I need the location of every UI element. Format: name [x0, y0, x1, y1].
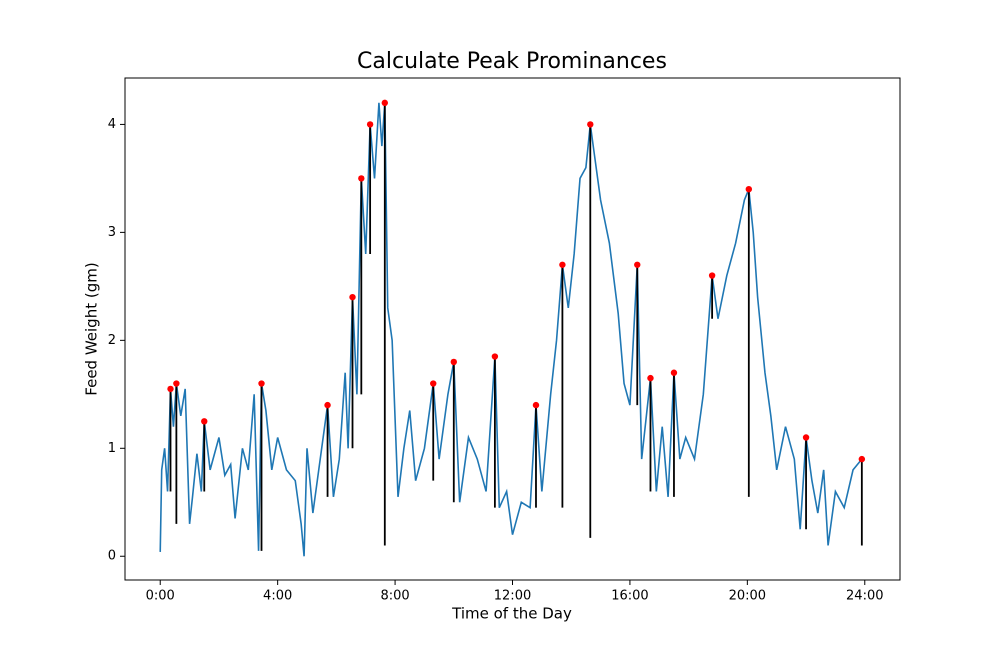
data-line	[159, 102, 863, 557]
peak-marker	[358, 175, 365, 182]
plot-frame	[124, 77, 901, 581]
peak-marker	[670, 369, 678, 376]
x-tick-label: 16:00	[611, 589, 648, 604]
chart-title: Calculate Peak Prominances	[357, 49, 667, 74]
x-tick-label: 0:00	[146, 589, 175, 604]
y-tick-label: 3	[108, 225, 116, 240]
y-axis-label: Feed Weight (gm)	[83, 262, 101, 395]
peak-marker	[381, 99, 389, 107]
peak-marker	[559, 261, 566, 268]
peak-marker	[532, 401, 540, 409]
peak-marker	[587, 121, 594, 128]
peak-marker	[173, 380, 180, 387]
peak-marker	[201, 418, 208, 425]
peak-marker	[634, 261, 641, 268]
peak-marker	[366, 121, 374, 128]
peak-marker	[745, 185, 753, 193]
x-tick-label: 12:00	[494, 589, 531, 604]
peak-marker	[450, 358, 457, 366]
peak-marker	[324, 401, 331, 409]
peak-marker	[802, 434, 810, 441]
x-tick-label: 8:00	[380, 589, 409, 604]
x-tick-label: 4:00	[263, 589, 292, 604]
peak-marker	[491, 353, 499, 360]
x-axis-label: Time of the Day	[451, 605, 572, 623]
y-tick-label: 1	[108, 441, 116, 456]
peak-marker	[349, 293, 356, 301]
peak-marker	[708, 272, 716, 279]
peak-marker	[167, 385, 174, 393]
peak-marker	[258, 380, 265, 387]
x-tick-label: 24:00	[846, 589, 883, 604]
x-tick-label: 20:00	[729, 589, 766, 604]
peak-marker	[647, 374, 654, 382]
y-tick-label: 2	[108, 333, 116, 348]
peak-marker	[430, 380, 437, 387]
peak-marker	[858, 455, 866, 463]
y-tick-label: 0	[108, 549, 116, 564]
y-tick-label: 4	[108, 117, 116, 132]
